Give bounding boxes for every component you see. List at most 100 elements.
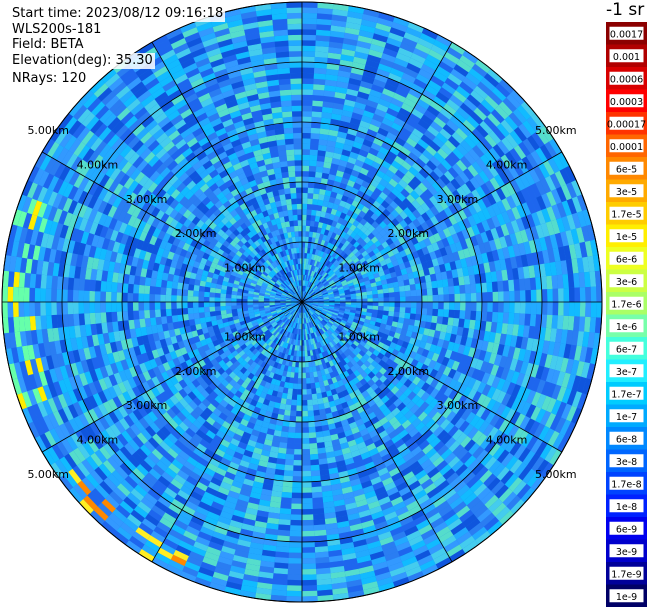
range-gate-cell [307,299,313,302]
range-gate-cell [312,285,318,291]
range-gate-cell [299,247,302,253]
range-gate-cell [236,233,244,241]
range-gate-cell [278,188,285,196]
range-gate-cell [138,310,145,320]
range-gate-cell [291,361,296,368]
range-gate-cell [105,281,113,292]
range-gate-cell [269,341,276,348]
range-gate-cell [214,292,221,298]
range-gate-cell [293,143,302,150]
range-gate-cell [306,269,309,276]
range-gate-cell [335,222,342,230]
range-gate-cell [302,160,310,166]
range-gate-cell [364,318,371,324]
range-gate-cell [347,317,354,322]
range-gate-cell [265,338,272,345]
range-gate-cell [289,344,293,350]
range-gate-cell [233,343,241,351]
range-gate-cell [304,318,307,324]
range-gate-cell [161,279,168,288]
range-gate-cell [350,293,357,297]
range-gate-cell [524,313,531,326]
range-gate-cell [334,305,340,308]
range-gate-cell [410,302,417,308]
range-gate-cell [330,340,337,347]
range-gate-cell [302,242,306,248]
range-gate-cell [323,338,329,345]
range-gate-cell [306,258,309,265]
range-gate-cell [253,274,260,280]
range-gate-cell [284,255,289,262]
range-gate-cell [331,238,338,246]
range-gate-cell [524,278,531,291]
range-gate-cell [436,279,443,288]
range-gate-cell [299,340,302,346]
range-gate-cell [399,312,406,319]
range-gate-cell [369,278,376,284]
range-gate-cell [352,266,359,272]
range-gate-cell [361,250,369,258]
range-gate-cell [374,262,382,269]
range-gate-cell [291,299,297,301]
range-gate-cell [254,272,261,278]
range-gate-cell [236,225,244,234]
range-gate-cell [297,291,300,297]
range-gate-cell [328,293,334,297]
range-gate-cell [313,254,318,261]
range-gate-cell [314,360,319,366]
range-gate-cell [321,271,326,277]
range-gate-cell [370,333,377,340]
range-gate-cell [300,291,302,297]
range-gate-cell [312,304,318,308]
range-gate-cell [333,308,340,312]
range-gate-cell [355,260,362,267]
range-gate-cell [214,297,221,302]
range-gate-cell [307,300,313,302]
range-gate-cell [309,226,314,232]
range-gate-cell [231,302,237,306]
range-gate-cell [308,276,312,282]
range-gate-cell [410,290,417,297]
range-gate-cell [519,313,526,326]
range-gate-cell [345,306,351,310]
range-gate-cell [73,278,80,291]
range-gate-cell [339,308,346,312]
range-gate-cell [408,319,416,326]
range-gate-cell [193,312,200,320]
range-gate-cell [253,324,260,330]
range-gate-cell [278,386,284,393]
range-gate-cell [282,250,287,257]
range-gate-cell [318,299,324,302]
range-gate-cell [291,289,296,294]
range-gate-cell [290,72,302,79]
range-gate-cell [312,300,319,302]
range-gate-cell [304,286,308,292]
range-gate-cell [325,285,332,290]
range-gate-cell [363,375,372,383]
range-gate-cell [286,154,295,161]
range-gate-cell [318,323,323,329]
range-gate-cell [282,292,288,296]
range-gate-cell [285,325,290,332]
range-gate-cell [310,291,315,296]
range-gate-cell [307,270,311,276]
range-gate-cell [188,278,196,285]
range-gate-cell [338,323,345,329]
range-gate-cell [421,288,428,296]
range-gate-cell [231,257,238,264]
range-gate-cell [316,442,325,449]
range-gate-cell [247,263,254,270]
range-gate-cell [313,286,319,292]
range-gate-cell [326,349,332,356]
range-gate-cell [379,337,387,345]
range-gate-cell [248,287,255,292]
range-gate-cell [284,188,291,195]
range-gate-cell [281,275,286,281]
range-gate-cell [309,338,314,345]
range-gate-cell [264,381,271,389]
range-gate-cell [216,319,223,325]
range-gate-cell [78,302,85,314]
range-gate-cell [267,315,273,320]
range-gate-cell [382,314,389,321]
range-gate-cell [306,323,310,329]
